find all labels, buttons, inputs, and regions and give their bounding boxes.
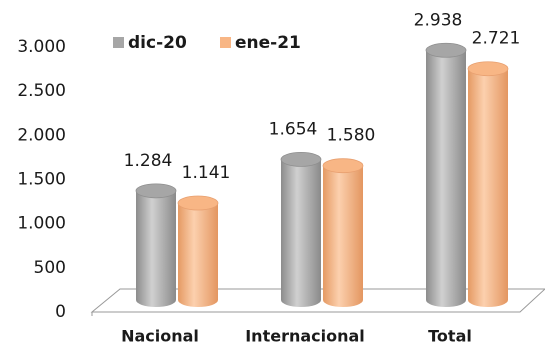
bar-body [136,190,176,307]
y-tick-label: 3.000 [17,37,66,57]
bar-top [322,158,364,174]
value-label: 2.938 [414,10,463,30]
x-tick-label: Internacional [245,327,365,346]
y-tick-label: 2.500 [17,81,66,101]
value-label: 1.654 [269,119,318,139]
bar [135,183,177,307]
legend-label: dic-20 [128,33,187,53]
y-tick-label: 1.500 [17,170,66,190]
y-tick-label: 500 [34,258,66,278]
value-label: 1.141 [182,163,231,183]
legend-swatch [220,37,231,48]
bar [322,158,364,307]
bar-top [467,61,509,77]
bar-top [135,183,177,199]
y-tick-label: 2.000 [17,125,66,145]
floor [90,288,545,313]
value-label: 1.580 [327,126,376,146]
bar-top [425,42,467,58]
bar-body [323,165,363,307]
bar-body [281,159,321,307]
legend-swatch [113,37,124,48]
bar [177,195,219,307]
bar-top [177,195,219,211]
x-tick-label: Total [428,327,472,346]
bar-body [468,68,508,307]
x-tick-label: Nacional [121,327,199,346]
bar-body [178,203,218,307]
legend-label: ene-21 [235,33,301,53]
bar [425,42,467,308]
value-label: 1.284 [124,151,173,171]
value-label: 2.721 [472,29,521,49]
y-tick-label: 1.000 [17,214,66,234]
bar-body [426,50,466,308]
bar [467,61,509,307]
bar [280,152,322,307]
bar-top [280,152,322,167]
y-tick-label: 0 [55,302,66,322]
